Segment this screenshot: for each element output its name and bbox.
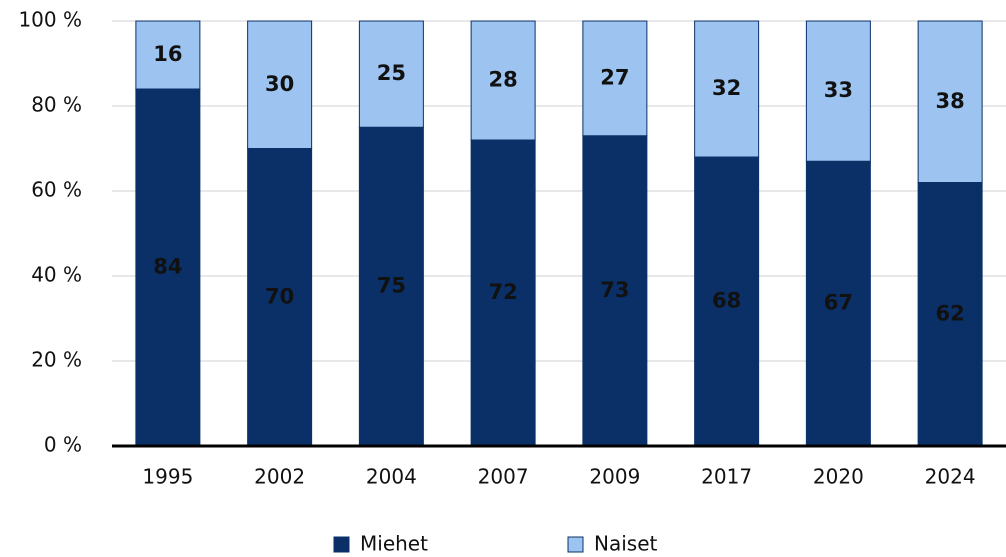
bar-segment [694, 20, 760, 158]
bar-segment [805, 160, 871, 447]
value-label: 75 [377, 274, 406, 298]
bar-segment [470, 139, 536, 447]
legend-label: Miehet [360, 532, 428, 556]
y-tick-label: 20 % [31, 348, 82, 372]
bar-segment [358, 20, 424, 128]
x-tick-label: 2024 [925, 465, 976, 489]
bar-segment [358, 126, 424, 447]
bar-segment [805, 20, 871, 162]
x-tick-label: 2007 [478, 465, 529, 489]
value-label: 27 [600, 65, 629, 89]
bar-segment [917, 182, 983, 447]
value-label: 67 [824, 291, 853, 315]
legend-swatch [567, 536, 584, 553]
value-label: 38 [936, 89, 965, 113]
x-tick-label: 2004 [366, 465, 417, 489]
x-tick-label: 2009 [589, 465, 640, 489]
x-tick-label: 2020 [813, 465, 864, 489]
value-label: 70 [265, 284, 294, 308]
value-label: 28 [489, 68, 518, 92]
bar-segment [917, 20, 983, 183]
value-label: 32 [712, 76, 741, 100]
value-label: 30 [265, 72, 294, 96]
bar-segment [135, 20, 201, 90]
value-label: 33 [824, 78, 853, 102]
bar-segment [247, 20, 313, 149]
value-label: 25 [377, 61, 406, 85]
legend-swatch [333, 536, 350, 553]
bar-segment [582, 20, 648, 137]
value-label: 72 [489, 280, 518, 304]
bar-segment [470, 20, 536, 141]
value-label: 68 [712, 289, 741, 313]
value-label: 16 [153, 42, 182, 66]
y-tick-label: 40 % [31, 263, 82, 287]
value-label: 73 [600, 278, 629, 302]
bar-segment [247, 148, 313, 447]
y-tick-label: 100 % [18, 8, 82, 32]
y-tick-label: 80 % [31, 93, 82, 117]
y-tick-label: 60 % [31, 178, 82, 202]
value-label: 62 [936, 301, 965, 325]
value-label: 84 [153, 255, 182, 279]
bar-segment [694, 156, 760, 447]
x-tick-label: 2017 [701, 465, 752, 489]
y-tick-label: 0 % [44, 433, 82, 457]
legend-label: Naiset [594, 532, 657, 556]
x-tick-label: 2002 [254, 465, 305, 489]
x-tick-label: 1995 [142, 465, 193, 489]
